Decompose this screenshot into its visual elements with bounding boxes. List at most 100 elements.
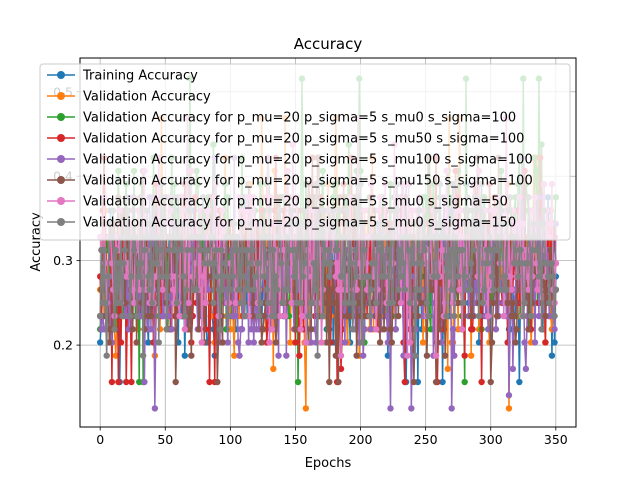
series-point <box>454 299 462 307</box>
series-point <box>460 299 467 307</box>
series-point <box>434 273 441 280</box>
series-point <box>197 246 204 254</box>
series-point <box>505 405 513 412</box>
series-point <box>270 365 277 373</box>
series-point <box>542 312 549 320</box>
series-point <box>221 260 229 267</box>
series-point <box>219 339 226 346</box>
series-point <box>237 299 244 307</box>
series-point <box>253 273 260 280</box>
series-point <box>525 326 532 333</box>
series-point <box>353 352 360 359</box>
series-point <box>141 246 148 254</box>
series-point <box>332 352 340 359</box>
series-point <box>224 339 231 346</box>
series-point <box>479 299 487 307</box>
series-point <box>365 273 372 280</box>
series-point <box>397 273 405 280</box>
series-point <box>512 339 519 346</box>
series-point <box>327 286 334 293</box>
series-point <box>250 286 257 293</box>
series-point <box>331 299 338 307</box>
series-point <box>270 246 277 254</box>
series-point <box>404 352 411 359</box>
series-point <box>210 299 217 307</box>
series-point <box>417 299 424 307</box>
y-tick-label: 0.2 <box>53 338 73 353</box>
series-point <box>324 246 332 254</box>
series-point <box>380 326 388 333</box>
series-point <box>458 326 466 333</box>
legend-box <box>39 63 571 241</box>
series-point <box>384 246 392 254</box>
series-point <box>189 273 196 280</box>
series-point <box>517 246 524 254</box>
series-point <box>218 246 225 254</box>
legend-swatch-marker <box>57 113 65 121</box>
series-point <box>112 246 120 254</box>
series-point <box>406 339 414 346</box>
series-point <box>509 365 517 373</box>
series-point <box>546 299 553 307</box>
series-point <box>448 286 455 293</box>
series-point <box>180 273 187 280</box>
series-point <box>359 352 367 359</box>
series-point <box>292 339 299 346</box>
series-point <box>350 299 358 307</box>
series-point <box>244 246 251 254</box>
series-point <box>410 378 418 386</box>
series-point <box>445 273 453 280</box>
series-point <box>96 339 104 346</box>
series-point <box>257 299 264 307</box>
series-point <box>405 246 412 254</box>
series-point <box>508 286 515 293</box>
series-point <box>103 352 110 359</box>
series-point <box>176 312 183 320</box>
series-point <box>552 286 560 293</box>
series-point <box>139 352 147 359</box>
series-point <box>484 312 492 320</box>
series-point <box>527 312 535 320</box>
series-point <box>469 326 476 333</box>
series-point <box>441 352 449 359</box>
series-point <box>551 326 558 333</box>
series-point <box>488 339 496 346</box>
series-point <box>395 286 402 293</box>
x-tick-label: 50 <box>157 432 173 447</box>
series-point <box>408 405 415 412</box>
series-point <box>227 286 234 293</box>
legend-item: Validation Accuracy for p_mu=20 p_sigma=… <box>47 111 516 126</box>
x-tick-label: 300 <box>479 432 503 447</box>
legend-swatch-marker <box>57 197 65 205</box>
series-point <box>177 246 185 254</box>
legend-label: Validation Accuracy for p_mu=20 p_sigma=… <box>83 111 516 126</box>
series-point <box>326 273 333 280</box>
series-point <box>500 312 507 320</box>
series-point <box>387 326 394 333</box>
series-point <box>392 326 399 333</box>
series-point <box>216 326 224 333</box>
series-point <box>436 326 444 333</box>
series-point <box>181 326 188 333</box>
series-point <box>417 286 424 293</box>
legend-swatch-marker <box>57 176 65 184</box>
legend-item: Validation Accuracy for p_mu=20 p_sigma=… <box>47 132 524 147</box>
series-point <box>387 405 394 412</box>
series-point <box>458 246 466 254</box>
series-point <box>326 378 333 386</box>
series-point <box>159 286 166 293</box>
series-point <box>361 326 368 333</box>
series-point <box>283 352 290 359</box>
series-point <box>310 260 317 267</box>
series-point <box>456 286 463 293</box>
series-point <box>138 260 146 267</box>
series-point <box>276 312 284 320</box>
series-point <box>306 312 313 320</box>
series-point <box>323 339 330 346</box>
series-point <box>434 339 441 346</box>
series-point <box>349 326 356 333</box>
series-point <box>147 312 155 320</box>
series-point <box>447 246 454 254</box>
series-point <box>173 299 181 307</box>
legend-label: Training Accuracy <box>82 69 198 84</box>
